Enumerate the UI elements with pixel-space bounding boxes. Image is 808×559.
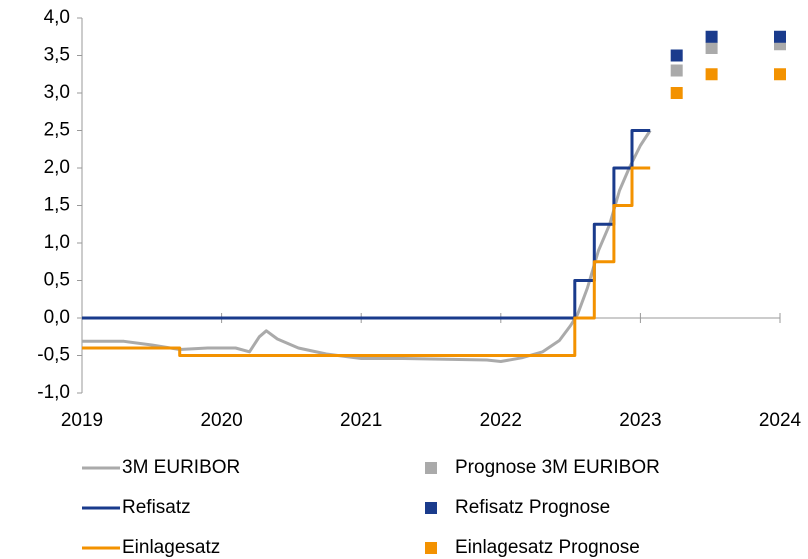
legend-label: Einlagesatz Prognose bbox=[455, 537, 640, 558]
legend-label: Refisatz bbox=[122, 497, 191, 518]
y-tick-label: 1,0 bbox=[44, 232, 70, 253]
legend-marker bbox=[425, 502, 437, 514]
forecast-marker bbox=[705, 42, 718, 54]
forecast-marker bbox=[774, 68, 786, 81]
legend-marker bbox=[425, 462, 437, 474]
legend-label: Einlagesatz bbox=[122, 537, 220, 558]
y-tick-label: -1,0 bbox=[37, 382, 70, 403]
y-tick-label: -0,5 bbox=[37, 345, 70, 366]
y-tick-label: 3,0 bbox=[44, 82, 70, 103]
forecast-marker bbox=[670, 87, 683, 99]
legend-label: Refisatz Prognose bbox=[455, 497, 610, 518]
y-tick-label: 2,5 bbox=[44, 120, 70, 141]
forecast-marker bbox=[670, 64, 683, 77]
line-series bbox=[82, 129, 651, 320]
legend-label: Prognose 3M EURIBOR bbox=[455, 457, 660, 478]
y-tick-label: 4,0 bbox=[44, 7, 70, 28]
legend-label: 3M EURIBOR bbox=[122, 457, 240, 478]
y-tick-label: 0,0 bbox=[44, 307, 70, 328]
forecast-marker bbox=[774, 30, 786, 43]
forecast-marker bbox=[705, 30, 718, 43]
y-tick-label: 3,5 bbox=[44, 45, 70, 66]
x-tick-label: 2019 bbox=[61, 410, 103, 431]
y-tick-label: 1,5 bbox=[44, 195, 70, 216]
x-tick-label: 2020 bbox=[200, 410, 242, 431]
forecast-marker bbox=[670, 49, 683, 62]
x-tick-label: 2024 bbox=[759, 410, 802, 431]
line-series bbox=[82, 129, 652, 363]
y-tick-label: 0,5 bbox=[44, 270, 70, 291]
x-tick-label: 2022 bbox=[480, 410, 522, 431]
x-tick-label: 2021 bbox=[340, 410, 382, 431]
line-series bbox=[82, 166, 651, 357]
y-tick-label: 2,0 bbox=[44, 157, 70, 178]
forecast-marker bbox=[705, 68, 718, 81]
x-tick-label: 2023 bbox=[619, 410, 661, 431]
legend-marker bbox=[425, 542, 437, 554]
